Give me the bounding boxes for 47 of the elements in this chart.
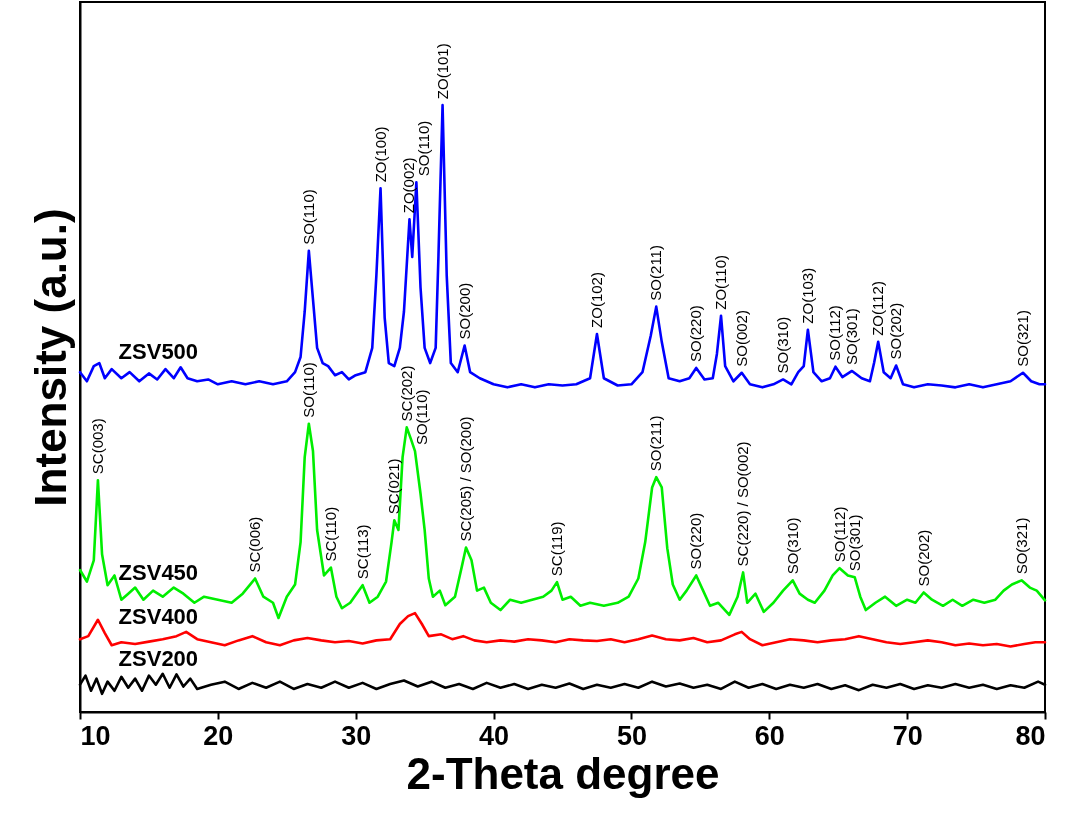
annotation: SO(310) (783, 517, 801, 575)
annotation: SO(301) (843, 308, 860, 365)
annotation: SO(202) (887, 302, 905, 360)
annotation: SO(211) (647, 415, 665, 472)
annotation: SO(321) (1012, 517, 1030, 575)
x-tick-label: 50 (616, 720, 647, 751)
annotation: SO(002) (732, 310, 750, 367)
annotation: SC(113) (353, 524, 371, 580)
annotation: ZO(112) (869, 281, 887, 336)
series-label: ZSV450 (118, 559, 199, 585)
annotation: SC(205) / SO(200) (457, 416, 474, 542)
annotation: ZO(102) (587, 272, 605, 328)
annotation: SO(112) (826, 305, 844, 361)
annotation: ZO(103) (798, 267, 816, 324)
x-tick-label: 10 (80, 720, 111, 751)
x-tick-label: 20 (203, 720, 234, 751)
x-tick-label: 60 (754, 720, 785, 751)
annotation: SC(119) (547, 521, 565, 577)
annotation: ZO(100) (371, 126, 389, 183)
annotation: SC(021) (385, 458, 403, 515)
annotation: SO(112) (830, 506, 848, 563)
annotation: SO(220) (687, 305, 705, 362)
annotation: ZO(002) (400, 157, 418, 214)
annotation: SC(220) / SO(002) (734, 441, 752, 567)
annotation: SC(110) (321, 506, 339, 562)
annotation: SO(211) (647, 245, 665, 301)
annotation: SO(200) (455, 282, 473, 340)
annotation: SO(110) (299, 189, 317, 245)
annotation: SC(202) (397, 365, 415, 422)
annotation: SO(202) (914, 529, 932, 587)
x-tick-label: 40 (479, 720, 510, 751)
series-label: ZSV500 (118, 339, 199, 365)
annotation: SC(006) (246, 516, 264, 573)
series-label: ZSV400 (118, 603, 199, 629)
annotation: SO(220) (687, 512, 705, 570)
annotation: ZO(110) (712, 255, 730, 310)
annotation: SO(310) (774, 316, 792, 374)
x-tick-label: 30 (341, 720, 372, 751)
annotation: SC(003) (88, 418, 106, 475)
x-tick-label: 70 (892, 720, 923, 751)
annotation: SO(110) (299, 362, 317, 418)
annotation: ZO(101) (433, 43, 451, 100)
y-axis-title: Intensity (a.u.) (25, 208, 75, 507)
series-label: ZSV200 (118, 645, 199, 671)
annotation: SO(321) (1013, 310, 1031, 367)
x-axis-title: 2-Theta degree (406, 748, 720, 798)
x-tick-label: 80 (1015, 720, 1046, 751)
